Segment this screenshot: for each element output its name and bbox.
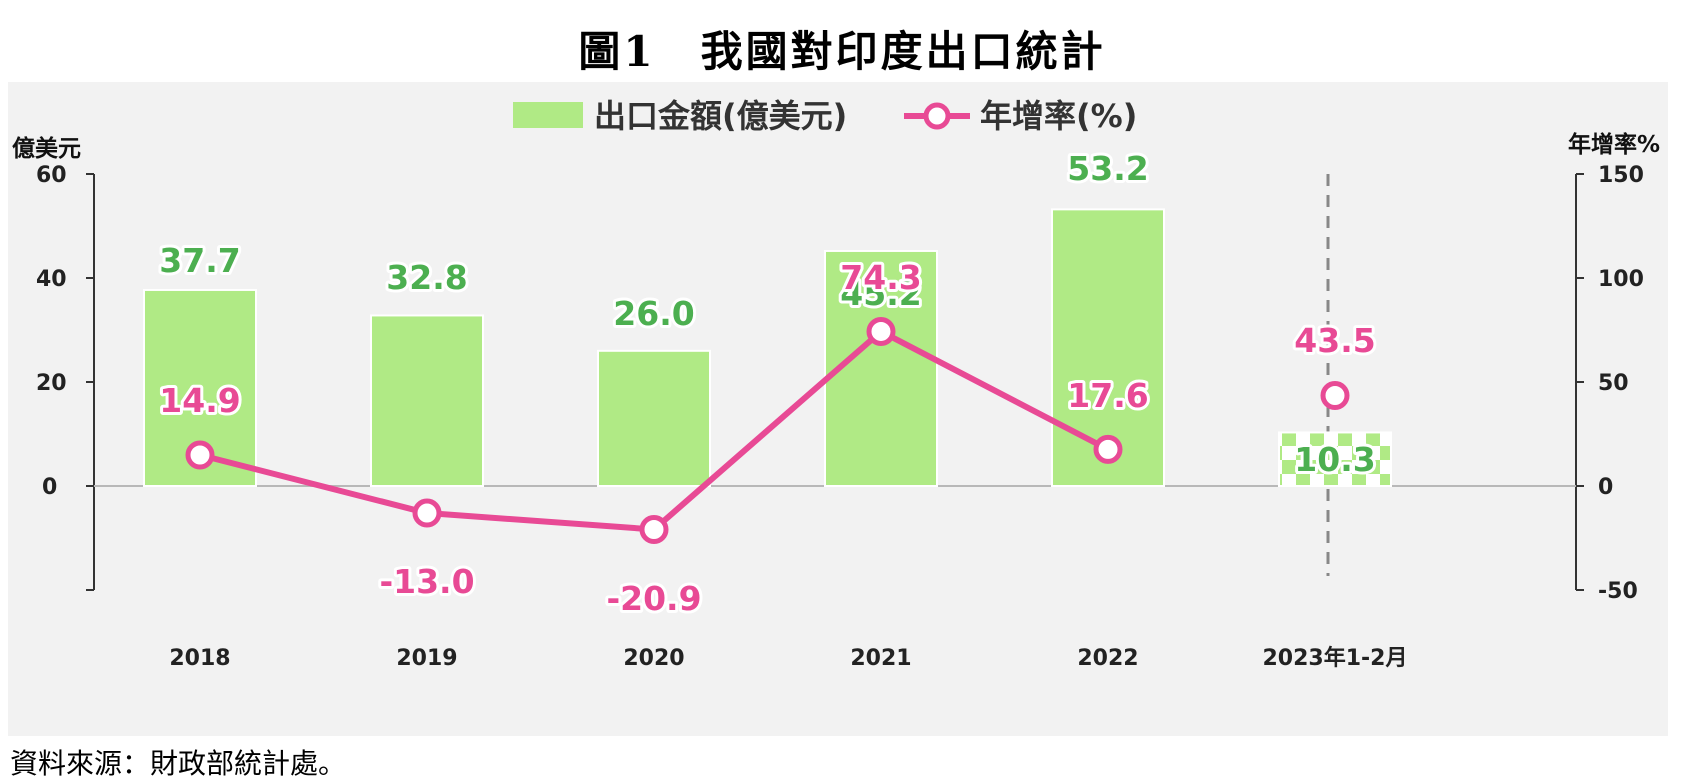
y2-tick-label: 50 (1598, 371, 1629, 396)
legend-swatch-bar (513, 102, 583, 128)
growth-point-2022 (1093, 434, 1123, 464)
y-tick-label: 20 (36, 371, 67, 396)
chart-svg: 出口金額(億美元) 年增率(%) 億美元 年增率% 60 40 20 0 (12, 97, 1660, 671)
bar-value-label: 26.0 (613, 294, 694, 333)
growth-point-2020 (639, 514, 669, 544)
x-tick-label: 2021 (850, 646, 911, 671)
bar-value-label: 37.7 (159, 241, 240, 280)
y-tick-label: 0 (42, 475, 57, 500)
x-tick-label: 2023年1-2月 (1263, 645, 1408, 671)
x-tick-label: 2022 (1077, 646, 1138, 671)
y-tick-label: 40 (36, 267, 67, 292)
legend-label-line: 年增率(%) (980, 97, 1137, 135)
bar-series (143, 208, 1392, 488)
growth-value-label: 74.3 (840, 258, 921, 297)
plot-area: 出口金額(億美元) 年增率(%) 億美元 年增率% 60 40 20 0 (8, 82, 1668, 736)
growth-point-2019 (412, 498, 442, 528)
source-note: 資料來源：財政部統計處。 (10, 747, 347, 780)
y-axis-right-ticks: 150 100 50 0 -50 (1576, 163, 1644, 604)
x-tick-label: 2020 (623, 646, 684, 671)
x-tick-label: 2018 (169, 646, 230, 671)
y-tick-label: 60 (36, 163, 67, 188)
legend: 出口金額(億美元) 年增率(%) (513, 97, 1137, 135)
legend-marker-icon (923, 102, 951, 130)
x-axis-categories: 2018 2019 2020 2021 2022 2023年1-2月 (169, 645, 1407, 671)
bar-value-label: 10.3 (1294, 440, 1375, 479)
line-series (185, 316, 1350, 544)
bar-value-label: 32.8 (386, 258, 467, 297)
growth-value-label: 17.6 (1067, 376, 1148, 415)
data-labels: 37.7 32.8 26.0 45.2 53.2 10.3 14.9 -13.0 -20.9 74… (156, 146, 1378, 621)
growth-value-label: -20.9 (606, 579, 701, 618)
growth-point-2018 (185, 440, 215, 470)
legend-label-bar: 出口金額(億美元) (594, 97, 847, 135)
growth-point-2021 (866, 316, 896, 346)
growth-value-label: -13.0 (379, 562, 474, 601)
bar-value-label: 45.2 (840, 274, 921, 313)
y-axis-right-title: 年增率% (1568, 131, 1660, 158)
y-axis-left-ticks: 60 40 20 0 (36, 163, 94, 591)
bar-2019 (370, 314, 484, 487)
bar-2023年1-2月 (1278, 431, 1392, 488)
y-axis-left-title: 億美元 (12, 135, 81, 162)
y2-tick-label: 150 (1598, 163, 1644, 188)
bar-2020 (597, 349, 711, 487)
y2-tick-label: 0 (1598, 475, 1613, 500)
growth-value-label: 14.9 (159, 381, 240, 420)
bar-value-label: 53.2 (1067, 149, 1148, 188)
chart-title: 圖1 我國對印度出口統計 (578, 27, 1106, 76)
y2-tick-label: 100 (1598, 267, 1644, 292)
growth-point-2023年1-2月 (1320, 381, 1350, 411)
bar-2021 (824, 249, 938, 487)
x-tick-label: 2019 (396, 646, 457, 671)
growth-value-label: 43.5 (1294, 321, 1375, 360)
y2-tick-label: -50 (1598, 579, 1638, 604)
